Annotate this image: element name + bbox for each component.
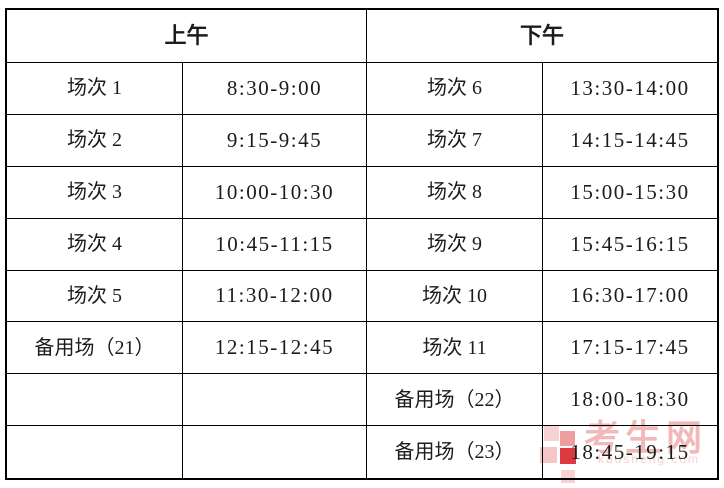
cell-time-range: 14:15-14:45 xyxy=(543,115,717,167)
cell-empty xyxy=(7,426,183,478)
cell-time-range: 10:45-11:15 xyxy=(183,218,367,271)
cell-time-range: 18:45-19:15 xyxy=(570,439,690,464)
cell-session-label: 场次 11 xyxy=(367,322,543,375)
logo-square xyxy=(560,448,576,464)
cell-session-label: 备用场（21） xyxy=(7,322,183,375)
cell-time-range: 17:15-17:45 xyxy=(543,322,717,375)
cell-session-label: 场次 8 xyxy=(367,166,543,219)
logo-square xyxy=(544,426,559,441)
cell-time-range: 18:00-18:30 xyxy=(543,374,717,427)
cell-session-label: 场次 4 xyxy=(7,218,183,271)
cell-session-label: 场次 7 xyxy=(367,114,543,167)
cell-time-range: 15:00-15:30 xyxy=(543,167,717,219)
cell-time-range: 11:30-12:00 xyxy=(183,270,367,323)
logo-square xyxy=(540,447,557,463)
cell-time-range: 13:30-14:00 xyxy=(543,63,717,115)
cell-time-range: 15:45-16:15 xyxy=(543,219,717,271)
cell-session-label: 场次 1 xyxy=(7,63,183,115)
cell-session-label: 备用场（22） xyxy=(367,374,543,427)
cell-time-range: 8:30-9:00 xyxy=(183,63,367,115)
cell-time-range: 12:15-12:45 xyxy=(183,322,367,375)
cell-session-label: 场次 10 xyxy=(367,270,543,323)
cell-empty xyxy=(183,426,367,478)
cell-session-label: 场次 9 xyxy=(367,218,543,271)
session-timetable: 上午 下午 场次 1 8:30-9:00 场次 6 13:30-14:00 场次… xyxy=(5,8,719,480)
cell-session-label: 备用场（23） xyxy=(367,426,543,478)
header-afternoon: 下午 xyxy=(367,10,717,63)
cell-session-label: 场次 6 xyxy=(367,63,543,115)
kaosheng-logo-icon xyxy=(540,420,580,486)
cell-empty xyxy=(7,374,183,427)
cell-time-range: 9:15-9:45 xyxy=(183,114,367,167)
cell-empty xyxy=(183,374,367,427)
cell-session-label: 场次 5 xyxy=(7,270,183,323)
logo-square xyxy=(560,431,575,446)
cell-time-range: 16:30-17:00 xyxy=(543,271,717,323)
cell-session-label: 场次 2 xyxy=(7,114,183,167)
cell-session-label: 场次 3 xyxy=(7,166,183,219)
watermark-domain: kaosheng.com xyxy=(598,452,701,466)
cell-time-range: 10:00-10:30 xyxy=(183,166,367,219)
header-morning: 上午 xyxy=(7,10,367,63)
